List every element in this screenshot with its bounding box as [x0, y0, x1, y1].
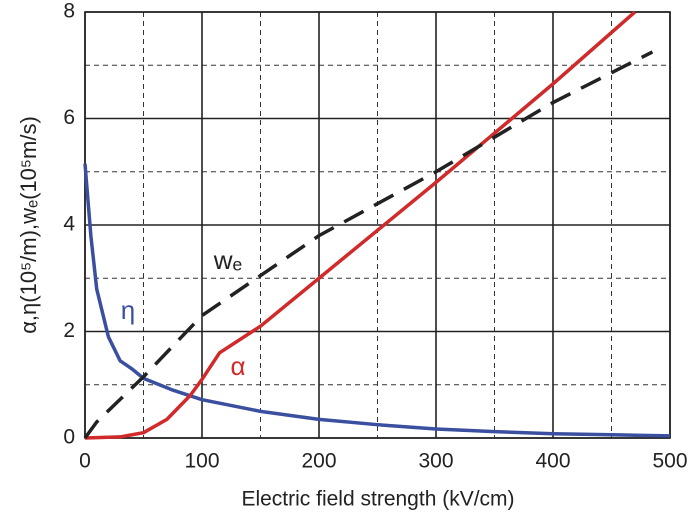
y-tick-label: 0: [63, 426, 75, 449]
y-tick-label: 4: [63, 213, 75, 236]
y-axis-label: α,η(10⁵/m),wₑ(10⁵m/s): [16, 116, 41, 334]
y-tick-label: 6: [63, 106, 75, 129]
series-label: wₑ: [213, 245, 242, 275]
data-line: [84, 10, 637, 440]
plot-frame: [84, 11, 671, 439]
x-tick-label: 200: [301, 450, 336, 473]
series-label: α: [230, 351, 245, 381]
x-tick-label: 400: [535, 450, 570, 473]
series-label: η: [121, 295, 135, 325]
x-tick-label: 100: [184, 450, 219, 473]
x-tick-label: 300: [418, 450, 453, 473]
y-tick-label: 8: [63, 0, 75, 23]
x-axis-label: Electric field strength (kV/cm): [241, 488, 514, 511]
y-tick-label: 2: [63, 319, 75, 342]
data-line: [83, 163, 671, 438]
x-tick-label: 500: [652, 450, 687, 473]
x-tick-label: 0: [79, 450, 91, 473]
data-line: [83, 50, 654, 440]
